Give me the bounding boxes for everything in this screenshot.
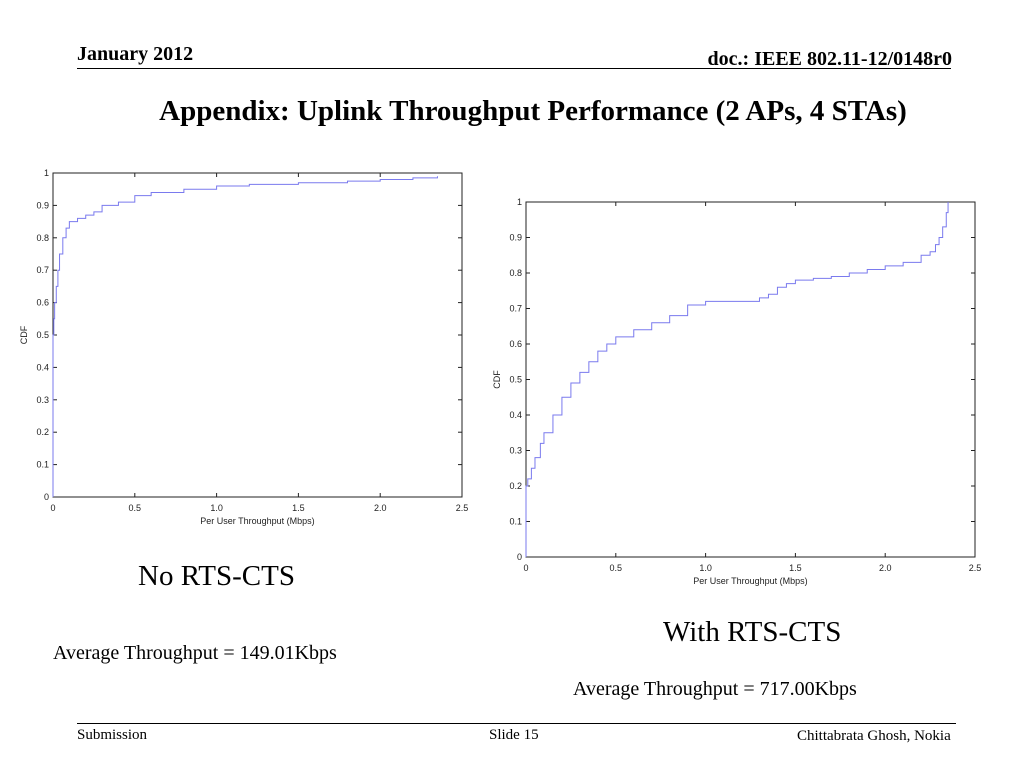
header-rule (77, 68, 951, 69)
y-tick-label: 0.2 (36, 427, 49, 437)
y-tick-label: 0.2 (509, 481, 522, 491)
x-tick-label: 1.0 (210, 503, 223, 513)
y-axis-label: CDF (492, 370, 502, 389)
y-tick-label: 1 (44, 168, 49, 178)
y-tick-label: 0.7 (509, 304, 522, 314)
x-axis-label: Per User Throughput (Mbps) (693, 576, 807, 586)
y-axis-label: CDF (19, 325, 29, 344)
cdf-line (52, 176, 438, 497)
slide-title: Appendix: Uplink Throughput Performance … (159, 95, 907, 127)
footer-slide-number: Slide 15 (489, 727, 539, 743)
y-tick-label: 0 (517, 552, 522, 562)
x-tick-label: 0.5 (610, 563, 623, 573)
x-tick-label: 1.5 (789, 563, 802, 573)
footer-rule (77, 723, 956, 724)
chart-with-rts-cts: 0 0.5 1.0 1.5 2.0 2.5 0 0.1 0.2 0.3 0.4 0.5 0.6 0.7 0.… (492, 197, 982, 586)
chart-no-rts-cts: 0 0.5 1.0 1.5 2.0 2.5 0 0.1 0.2 0.3 0.4 0.5 0.6 0.7 0.… (19, 168, 469, 526)
caption-with-rts-cts: With RTS-CTS (663, 616, 842, 648)
y-tick-label: 0.1 (509, 517, 522, 527)
footer-author: Chittabrata Ghosh, Nokia (797, 728, 951, 744)
caption-no-rts-cts: No RTS-CTS (138, 560, 295, 592)
y-tick-label: 0.6 (36, 298, 49, 308)
y-tick-label: 0.8 (36, 233, 49, 243)
y-tick-label: 0.9 (509, 233, 522, 243)
caption-right-average: Average Throughput = 717.00Kbps (573, 678, 857, 700)
x-tick-label: 1.5 (292, 503, 305, 513)
y-tick-label: 0.5 (509, 375, 522, 385)
x-tick-label: 2.0 (879, 563, 892, 573)
y-tick-label: 0.3 (36, 395, 49, 405)
x-tick-label: 0 (523, 563, 528, 573)
header-doc-id: doc.: IEEE 802.11-12/0148r0 (707, 48, 952, 70)
y-tick-label: 1 (517, 197, 522, 207)
header-date: January 2012 (77, 43, 194, 65)
x-tick-label: 2.5 (969, 563, 982, 573)
y-tick-label: 0.4 (36, 362, 49, 372)
plot-frame (52, 172, 463, 498)
x-tick-label: 1.0 (699, 563, 712, 573)
y-tick-label: 0.7 (36, 265, 49, 275)
y-tick-label: 0.6 (509, 339, 522, 349)
x-tick-label: 0.5 (129, 503, 142, 513)
y-tick-label: 0 (44, 492, 49, 502)
y-tick-label: 0.1 (36, 460, 49, 470)
y-tick-label: 0.3 (509, 446, 522, 456)
cdf-line (525, 202, 949, 557)
x-axis-label: Per User Throughput (Mbps) (200, 516, 314, 526)
x-tick-label: 0 (50, 503, 55, 513)
footer-submission: Submission (77, 727, 148, 743)
y-tick-label: 0.4 (509, 410, 522, 420)
x-tick-label: 2.0 (374, 503, 387, 513)
plot-frame (525, 201, 976, 558)
y-tick-label: 0.5 (36, 330, 49, 340)
y-tick-label: 0.8 (509, 268, 522, 278)
x-tick-label: 2.5 (456, 503, 469, 513)
y-tick-label: 0.9 (36, 200, 49, 210)
caption-left-average: Average Throughput = 149.01Kbps (53, 642, 337, 664)
